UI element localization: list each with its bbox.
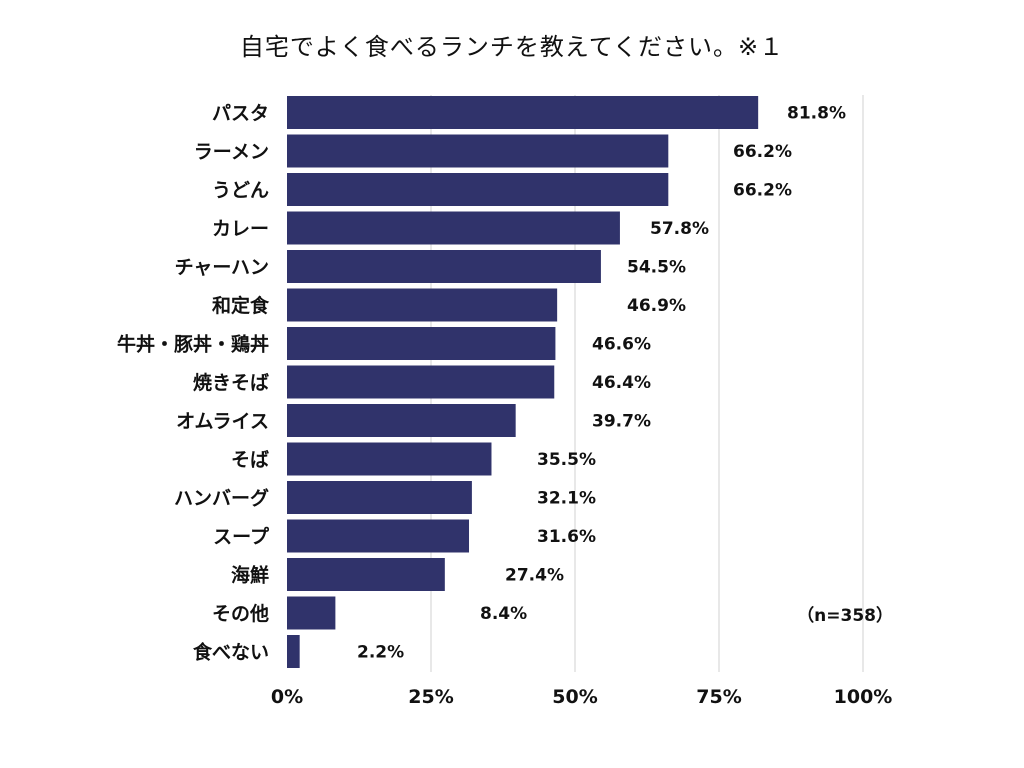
data-label: 81.8% — [787, 104, 846, 124]
chart-title: 自宅でよく食べるランチを教えてください。※１ — [239, 33, 785, 61]
category-label: そば — [231, 449, 269, 471]
bar — [287, 635, 300, 668]
category-label: カレー — [212, 218, 269, 240]
category-label: チャーハン — [175, 257, 269, 279]
bar — [287, 96, 759, 129]
category-label: オムライス — [176, 411, 269, 433]
data-label: 46.9% — [627, 296, 686, 316]
sample-size-note: （n=358） — [797, 606, 893, 626]
data-label: 46.6% — [592, 335, 651, 355]
category-label: 和定食 — [212, 294, 270, 317]
bar — [287, 365, 555, 399]
category-label: その他 — [212, 602, 269, 625]
bar — [287, 596, 336, 630]
data-label: 8.4% — [480, 604, 527, 624]
x-tick-label: 0% — [271, 686, 303, 708]
bar — [287, 173, 669, 206]
data-label: 35.5% — [537, 450, 596, 470]
data-label: 66.2% — [733, 181, 792, 201]
data-label: 31.6% — [537, 527, 596, 547]
value-labels: 81.8% 66.2% 66.2% 57.8% 54.5% 46.9% 46.6% 46.4%… — [357, 104, 846, 663]
category-label: ラーメン — [194, 141, 269, 163]
bar — [287, 519, 470, 553]
bar — [287, 211, 620, 245]
data-label: 54.5% — [627, 258, 686, 278]
bar — [287, 327, 556, 360]
category-label: パスタ — [212, 103, 269, 125]
bar — [287, 481, 472, 514]
data-label: 27.4% — [505, 566, 564, 586]
category-labels: パスタラーメンうどんカレーチャーハン和定食牛丼・豚丼・鶏丼焼きそばオムライスそば… — [117, 103, 270, 664]
category-label: 食べない — [193, 641, 269, 664]
bar — [287, 404, 516, 437]
data-label: 39.7% — [592, 412, 651, 432]
x-tick-label: 50% — [552, 686, 597, 708]
bar — [287, 250, 601, 283]
data-label: 32.1% — [537, 489, 596, 509]
data-label: 46.4% — [592, 373, 651, 393]
category-label: ハンバーグ — [174, 487, 269, 510]
bar — [287, 134, 669, 168]
x-axis-ticks: 0% 25% 50% 75% 100% — [271, 686, 892, 708]
bars-layer — [287, 96, 759, 668]
x-tick-label: 25% — [408, 686, 453, 708]
bar — [287, 558, 445, 591]
x-tick-label: 75% — [696, 686, 741, 708]
category-label: うどん — [212, 180, 269, 202]
bar — [287, 442, 492, 476]
category-label: 海鮮 — [231, 564, 269, 587]
data-label: 2.2% — [357, 643, 404, 663]
data-label: 57.8% — [650, 219, 709, 239]
category-label: 焼きそば — [193, 371, 269, 394]
bar — [287, 288, 558, 322]
category-label: 牛丼・豚丼・鶏丼 — [117, 333, 269, 356]
category-label: スープ — [213, 525, 270, 548]
x-tick-label: 100% — [834, 686, 893, 708]
data-label: 66.2% — [733, 142, 792, 162]
